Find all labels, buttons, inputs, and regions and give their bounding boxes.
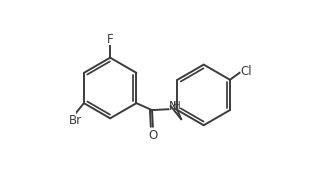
Text: H: H (173, 101, 181, 111)
Text: F: F (107, 33, 113, 46)
Text: O: O (148, 129, 158, 142)
Text: Br: Br (69, 114, 82, 127)
Text: Cl: Cl (240, 65, 252, 78)
Text: N: N (169, 100, 178, 113)
